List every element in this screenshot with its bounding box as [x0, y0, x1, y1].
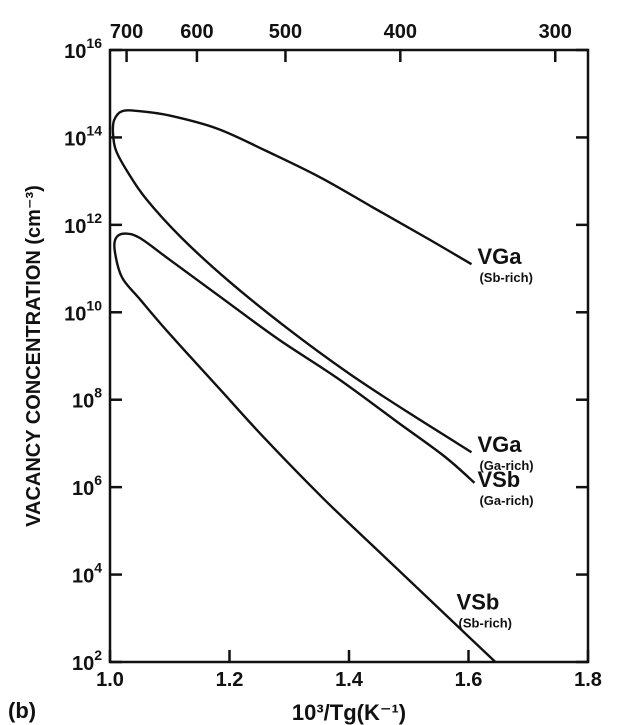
x-axis: 1.0 1.2 1.4 1.6 1.8	[96, 650, 602, 691]
curve-labels: VGa(Sb-rich)VGa(Ga-rich)VSb(Ga-rich)VSb(…	[457, 244, 534, 630]
series-group	[111, 109, 497, 663]
y-tick-label: 1010	[64, 297, 102, 325]
curve-label-sub: (Sb-rich)	[459, 616, 512, 631]
x-tick-label: 1.8	[574, 669, 602, 691]
x-tick-label: 1.0	[96, 669, 124, 691]
curve-label-main: VSb	[457, 590, 500, 615]
top-tick-label: 400	[384, 21, 417, 43]
curve-label-sub: (Ga-rich)	[479, 493, 533, 508]
top-axis: 700 600 500 400 300	[110, 21, 572, 62]
curve-label-main: VGa	[477, 244, 522, 269]
top-tick-label: 500	[269, 21, 302, 43]
series-curve-0	[111, 109, 473, 454]
x-axis-title: 10³/Tg(K⁻¹)	[292, 700, 406, 725]
curve-label-sub: (Sb-rich)	[479, 270, 532, 285]
y-tick-label: 108	[72, 385, 102, 413]
panel-label: (b)	[8, 698, 36, 723]
plot-frame	[108, 48, 590, 664]
y-axis: 102 104 106 108 1010 1012 1014 1016	[64, 35, 588, 675]
x-tick-label: 1.4	[335, 669, 364, 691]
x-tick-label: 1.6	[455, 669, 483, 691]
curve-label-main: VGa	[477, 432, 522, 457]
top-tick-label: 700	[110, 21, 143, 43]
top-tick-label: 300	[539, 21, 572, 43]
curve-label-main: VSb	[477, 467, 520, 492]
y-tick-label: 104	[72, 560, 102, 588]
curve-label-sub: (Ga-rich)	[479, 458, 533, 473]
series-curve-1	[113, 232, 497, 663]
y-tick-label: 102	[72, 647, 102, 675]
y-tick-label: 1012	[64, 210, 102, 238]
y-tick-label: 106	[72, 472, 102, 500]
y-tick-label: 1014	[64, 122, 102, 150]
x-tick-label: 1.2	[216, 669, 244, 691]
top-tick-label: 600	[180, 21, 213, 43]
y-tick-label: 1016	[64, 35, 102, 63]
y-axis-title: VACANCY CONCENTRATION (cm⁻³)	[23, 185, 45, 527]
